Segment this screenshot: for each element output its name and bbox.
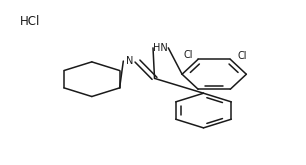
Text: Cl: Cl — [238, 51, 247, 61]
Text: Cl: Cl — [184, 50, 193, 60]
Text: HCl: HCl — [20, 15, 40, 28]
Text: N: N — [126, 56, 134, 66]
Text: HN: HN — [153, 43, 168, 53]
